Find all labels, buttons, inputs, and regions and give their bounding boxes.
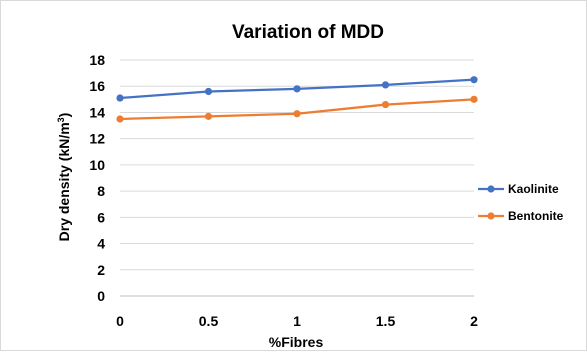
data-point-kaolinite [204,87,213,96]
y-axis-title-main: Dry density (kN/m [56,122,72,241]
data-point-bentonite [470,95,478,103]
y-tick-label: 10 [89,157,105,173]
y-tick-label: 18 [89,52,105,68]
x-axis-title: %Fibres [269,334,324,350]
legend-marker-bentonite [487,212,495,220]
x-tick-label: 1.5 [376,313,396,329]
data-point-bentonite [116,115,124,123]
x-tick-label: 2 [470,313,478,329]
x-tick-label: 0 [116,313,124,329]
y-tick-label: 6 [97,209,105,225]
data-point-kaolinite [116,94,124,102]
y-axis-title: Dry density (kN/m3) [56,113,72,242]
y-axis-title-sup: 3 [56,117,66,122]
legend-label-bentonite: Bentonite [508,209,564,223]
data-point-bentonite [204,112,213,120]
y-tick-label: 14 [89,104,105,120]
chart-title: Variation of MDD [232,22,384,43]
data-point-kaolinite [293,85,301,93]
legend-label-kaolinite: Kaolinite [508,182,559,196]
y-tick-label: 4 [97,236,105,252]
y-tick-label: 16 [89,78,105,94]
series-layer [116,76,478,123]
y-tick-label: 12 [89,131,105,147]
y-tick-label: 0 [97,288,105,304]
data-point-bentonite [293,110,301,118]
data-point-kaolinite [470,76,478,84]
data-point-bentonite [381,100,390,109]
x-axis-ticks: 0 0.5 1 1.5 2 [116,313,478,329]
x-tick-label: 0.5 [199,313,219,329]
x-tick-label: 1 [293,313,301,329]
y-tick-label: 2 [97,262,105,278]
data-point-kaolinite [381,81,390,89]
y-axis-ticks: 0 2 4 6 8 10 12 14 16 18 [89,52,105,304]
legend: Kaolinite Bentonite [478,182,564,223]
y-axis-title-end: ) [56,113,72,118]
gridlines [120,59,474,297]
y-tick-label: 8 [97,183,105,199]
legend-marker-kaolinite [487,185,495,193]
